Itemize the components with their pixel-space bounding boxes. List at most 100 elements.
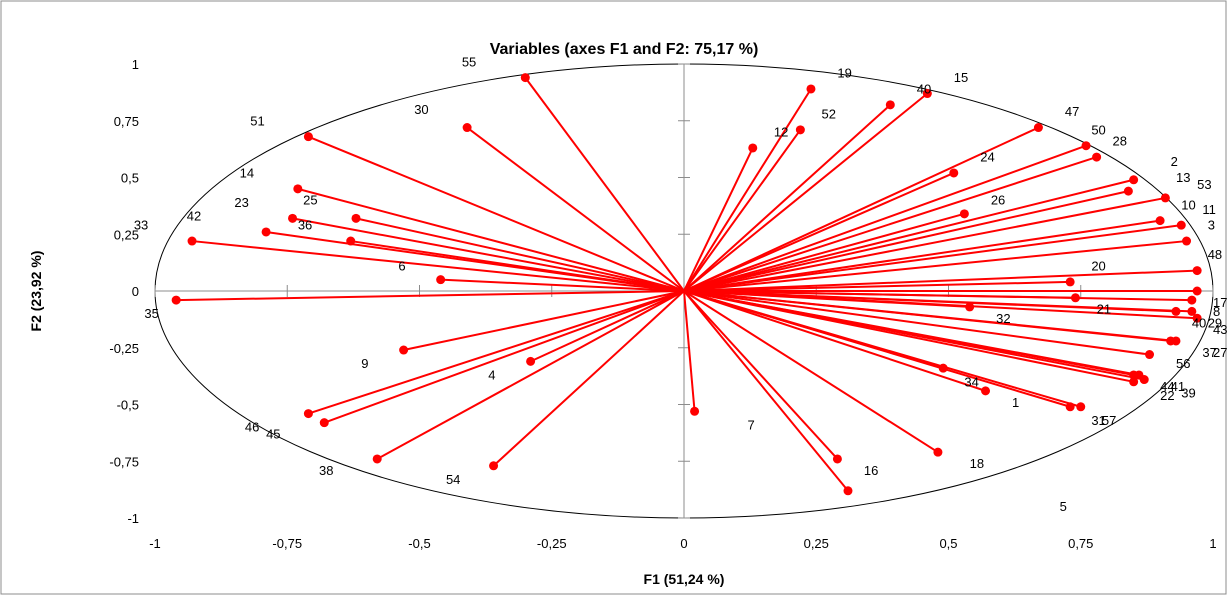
variable-point	[319, 418, 329, 428]
variable-vector	[683, 178, 1134, 292]
variable-point	[351, 213, 361, 223]
variable-label: 7	[747, 417, 754, 432]
variable-label: 52	[822, 106, 836, 121]
variable-point	[1187, 306, 1197, 316]
y-axis-label: F2 (23,92 %)	[28, 251, 44, 332]
variable-point	[399, 345, 409, 355]
x-tick-label: -0,75	[272, 536, 302, 551]
variable-label: 28	[1112, 134, 1126, 149]
variable-vector	[683, 290, 1134, 383]
variable-label: 35	[144, 306, 158, 321]
variable-label: 48	[1208, 247, 1222, 262]
variable-label: 44	[1160, 379, 1174, 394]
x-tick-label: -0,5	[408, 536, 430, 551]
variable-point	[748, 143, 758, 153]
variable-label: 19	[837, 66, 851, 81]
variable-vector	[683, 156, 1097, 292]
variable-point	[933, 447, 943, 457]
variable-vector	[376, 290, 685, 460]
variable-point	[938, 363, 948, 373]
variable-label: 32	[996, 311, 1010, 326]
variable-vector	[683, 144, 1087, 292]
variable-label: 20	[1091, 259, 1105, 274]
variable-point	[959, 209, 969, 219]
variable-vector	[440, 278, 685, 292]
variable-point	[1155, 216, 1165, 226]
variable-label: 2	[1171, 154, 1178, 169]
variable-point	[1145, 350, 1155, 360]
variable-point	[1171, 336, 1181, 346]
variable-point	[1092, 152, 1102, 162]
variable-label: 41	[1171, 379, 1185, 394]
variable-vector	[683, 280, 1071, 292]
variable-label: 57	[1102, 413, 1116, 428]
variable-label: 17	[1213, 295, 1227, 310]
variable-label: 5	[1060, 499, 1067, 514]
variable-point	[832, 454, 842, 464]
variable-label: 1	[1012, 395, 1019, 410]
x-tick-label: 0	[680, 536, 687, 551]
variable-vector	[683, 129, 802, 292]
variable-label: 27	[1213, 345, 1227, 360]
variable-label: 29	[1208, 315, 1222, 330]
variable-label: 33	[134, 218, 148, 233]
variable-label: 30	[414, 102, 428, 117]
variable-label: 55	[462, 54, 476, 69]
variable-point	[922, 89, 932, 99]
variable-point	[293, 184, 303, 194]
variable-point	[795, 125, 805, 135]
variable-vector	[683, 290, 1082, 408]
variable-point	[981, 386, 991, 396]
variable-point	[1081, 141, 1091, 151]
variable-label: 54	[446, 472, 460, 487]
variable-label: 24	[980, 150, 994, 165]
variable-label: 50	[1091, 122, 1105, 137]
variable-vector	[524, 77, 685, 292]
variable-point	[806, 84, 816, 94]
variable-point	[1065, 277, 1075, 287]
variable-vector	[683, 92, 928, 292]
variable-point	[187, 236, 197, 246]
variable-vector	[683, 290, 1150, 356]
variable-vector	[683, 290, 1177, 342]
variable-point	[1033, 123, 1043, 133]
variable-label: 37	[1202, 345, 1216, 360]
variable-vector	[683, 269, 1198, 292]
variable-label: 45	[266, 427, 280, 442]
variable-vector	[683, 196, 1166, 292]
x-axis-label: F1 (51,24 %)	[644, 571, 725, 587]
variable-point	[1171, 306, 1181, 316]
variable-label: 14	[240, 166, 254, 181]
variable-label: 18	[970, 456, 984, 471]
variable-label: 12	[774, 125, 788, 140]
variable-label: 6	[398, 259, 405, 274]
variable-point	[489, 461, 499, 471]
variable-point	[261, 227, 271, 237]
variable-label: 40	[917, 82, 931, 97]
variable-point	[1065, 402, 1075, 412]
variable-vector	[683, 290, 939, 454]
variable-vector	[355, 217, 685, 292]
variable-vector	[683, 88, 812, 292]
variable-vector	[683, 290, 696, 412]
x-tick-label: 0,5	[939, 536, 957, 551]
variable-label: 9	[361, 356, 368, 371]
variable-label: 21	[1097, 302, 1111, 317]
y-tick-label: -1	[127, 511, 139, 526]
variable-point	[1070, 293, 1080, 303]
variable-point	[843, 486, 853, 496]
variable-point	[1192, 266, 1202, 276]
variable-label: 16	[864, 463, 878, 478]
y-tick-label: 1	[132, 57, 139, 72]
x-tick-label: 0,25	[804, 536, 829, 551]
variable-label: 43	[1213, 322, 1227, 337]
variable-point	[462, 123, 472, 133]
variable-vector	[683, 290, 839, 460]
variable-point	[171, 295, 181, 305]
variable-vector	[191, 240, 685, 292]
variable-vector	[683, 104, 891, 292]
y-tick-label: -0,5	[117, 398, 139, 413]
variable-point	[303, 132, 313, 142]
variable-point	[526, 356, 536, 366]
